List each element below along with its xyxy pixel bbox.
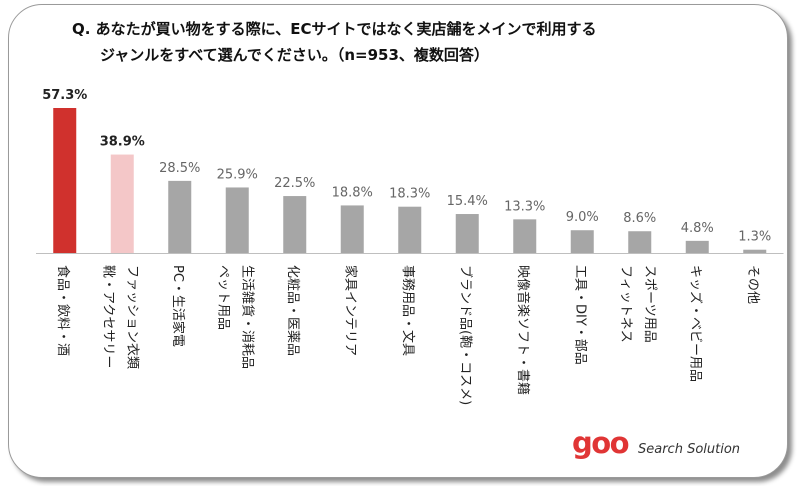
category-label-5: 化粧品・医薬品 <box>285 265 300 356</box>
value-label-11: 8.6% <box>623 211 656 226</box>
bar-13 <box>743 249 767 253</box>
bar-7 <box>398 206 422 253</box>
category-label-8: ブランド品(鞄・コスメ) <box>457 265 473 405</box>
goo-logo-mark: goo <box>572 426 630 460</box>
value-label-4: 25.9% <box>217 167 258 182</box>
logo-tagline: Search Solution <box>638 442 741 457</box>
bar-5 <box>283 196 307 253</box>
value-label-7: 18.3% <box>389 187 430 202</box>
value-label-9: 13.3% <box>504 199 545 214</box>
category-label-10: 工具・DIY・部品 <box>572 265 587 365</box>
chart-card <box>8 4 788 478</box>
category-label-2-1: 靴・アクセサリー <box>100 265 115 368</box>
value-label-13: 1.3% <box>738 230 771 245</box>
category-label-2-2: ファッション衣類 <box>124 265 140 369</box>
value-label-12: 4.8% <box>681 221 714 236</box>
bar-9 <box>513 219 537 253</box>
bar-11 <box>628 231 652 253</box>
value-label-5: 22.5% <box>274 176 315 191</box>
category-label-6: 家具インテリア <box>342 265 358 356</box>
category-label-3: PC・生活家電 <box>170 265 186 347</box>
category-label-7: 事務用品・文具 <box>400 265 415 356</box>
category-label-12: キッズ・ベビー用品 <box>687 265 703 382</box>
value-label-3: 28.5% <box>159 161 200 176</box>
category-label-13: その他 <box>745 265 760 304</box>
category-label-4-2: 生活雑貨・消耗品 <box>239 265 255 369</box>
bar-8 <box>455 214 479 253</box>
bar-6 <box>340 205 364 253</box>
chart-title-line2: ジャンルをすべて選んでください。（n=953、複数回答） <box>100 46 489 64</box>
bar-4 <box>225 187 249 253</box>
bar-10 <box>570 230 594 253</box>
bar-12 <box>685 240 709 253</box>
value-label-8: 15.4% <box>447 194 488 209</box>
category-label-9: 映像音楽ソフト・書籍 <box>515 265 531 395</box>
category-label-11-1: フィットネス <box>618 265 633 343</box>
value-label-10: 9.0% <box>566 210 599 225</box>
bar-2 <box>110 154 134 253</box>
category-label-11-2: スポーツ用品 <box>642 265 657 343</box>
chart-title: Q. あなたが買い物をする際に、ECサイトではなく実店舗をメインで利用する ジャ… <box>72 16 752 68</box>
value-label-2: 38.9% <box>100 135 145 150</box>
category-label-1: 食品・飲料・酒 <box>55 265 71 356</box>
value-label-1: 57.3% <box>42 88 87 103</box>
bar-3 <box>168 180 192 253</box>
chart-title-line1: Q. あなたが買い物をする際に、ECサイトではなく実店舗をメインで利用する <box>72 20 597 38</box>
value-label-6: 18.8% <box>332 185 373 200</box>
bar-1 <box>53 108 77 253</box>
category-label-4-1: ペット用品 <box>215 265 230 330</box>
